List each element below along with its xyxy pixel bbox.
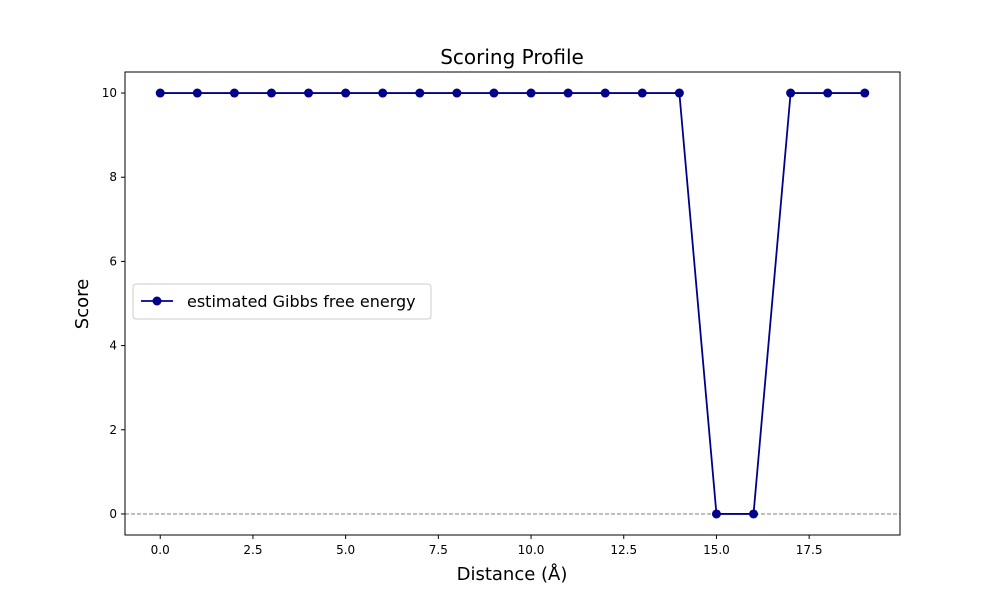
data-point: [860, 88, 870, 98]
data-point: [526, 88, 536, 98]
data-point: [304, 88, 314, 98]
data-point: [489, 88, 499, 98]
y-tick-label: 2: [109, 423, 117, 437]
plot-frame: [124, 71, 901, 536]
x-tick-label: 12.5: [610, 543, 637, 557]
y-axis-label: Score: [72, 279, 93, 329]
legend: estimated Gibbs free energy: [132, 283, 432, 320]
data-point: [452, 88, 462, 98]
y-tick-label: 10: [102, 86, 117, 100]
data-point: [823, 88, 833, 98]
y-tick-label: 6: [109, 254, 117, 268]
data-point: [229, 88, 239, 98]
data-point: [711, 509, 721, 519]
x-tick-label: 10.0: [518, 543, 545, 557]
y-tick-label: 8: [109, 170, 117, 184]
legend-label: estimated Gibbs free energy: [187, 292, 416, 311]
legend-frame: [132, 283, 432, 320]
x-tick-label: 7.5: [429, 543, 448, 557]
data-point: [192, 88, 202, 98]
x-tick-label: 5.0: [336, 543, 355, 557]
x-tick-label: 2.5: [243, 543, 262, 557]
data-point: [600, 88, 610, 98]
data-point: [341, 88, 351, 98]
data-point: [563, 88, 573, 98]
data-point: [266, 88, 276, 98]
data-point: [155, 88, 165, 98]
y-tick-label: 4: [109, 339, 117, 353]
data-point: [637, 88, 647, 98]
data-point: [378, 88, 388, 98]
chart-title: Scoring Profile: [440, 45, 584, 69]
y-tick-label: 0: [109, 507, 117, 521]
data-point: [415, 88, 425, 98]
data-point: [674, 88, 684, 98]
x-tick-label: 15.0: [703, 543, 730, 557]
data-point: [749, 509, 759, 519]
x-axis-label: Distance (Å): [457, 563, 568, 585]
x-axis-ticks: 0.0 2.5 5.0 7.5 10.0 12.5 15.0 17.5: [151, 535, 823, 557]
x-tick-label: 17.5: [796, 543, 823, 557]
y-axis-ticks: 0 2 4 6 8 10: [102, 86, 125, 521]
series-group: [155, 88, 870, 519]
legend-marker: [152, 296, 162, 306]
series-line: [160, 92, 865, 515]
data-point: [786, 88, 796, 98]
x-tick-label: 0.0: [151, 543, 170, 557]
